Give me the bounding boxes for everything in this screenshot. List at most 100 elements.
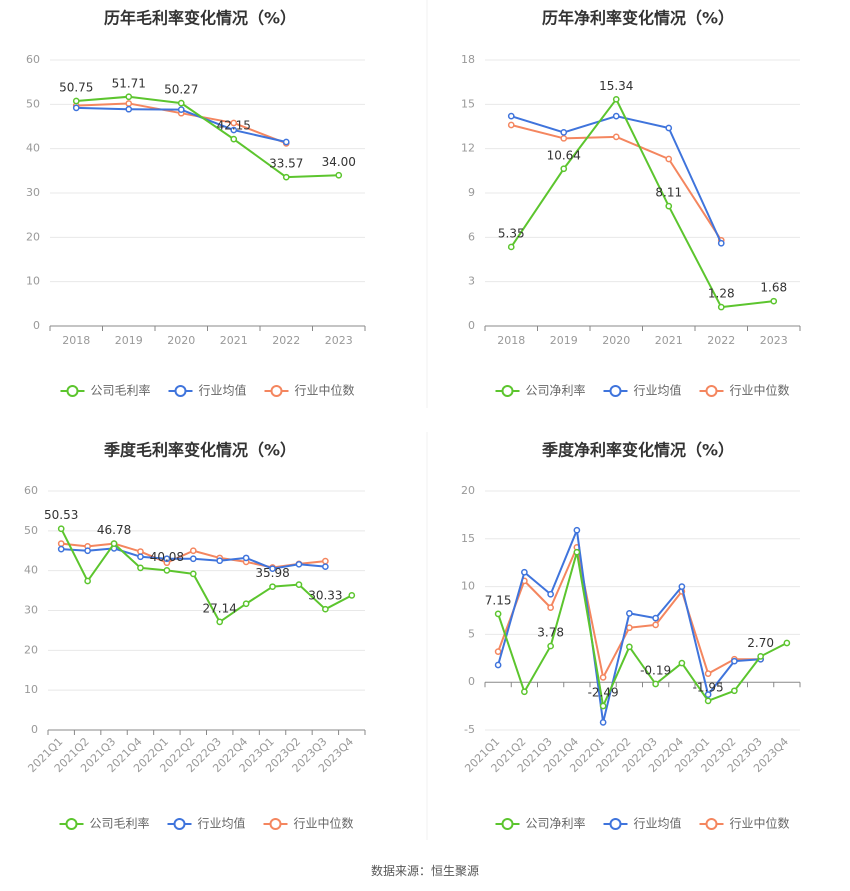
data-point [521,688,528,696]
legend-label: 公司净利率 [526,383,586,398]
data-point [717,303,725,311]
y-tick-label: 6 [468,230,475,243]
legend-marker [269,818,282,830]
series-company [507,95,778,311]
x-tick-label: 2019 [115,334,143,347]
data-point [216,557,224,565]
data-point [110,540,118,548]
legend-item-company: 公司净利率 [495,383,586,398]
data-label: 33.57 [269,157,303,171]
series-line [497,551,788,708]
data-point [547,604,554,611]
data-label: 7.15 [485,593,512,607]
y-tick-label: 20 [24,643,38,656]
annual-net-chart: 历年净利率变化情况（%） 0 3 6 9 12 15 18 2018 2019 2020 2021 20… [461,9,801,398]
legend-item-company: 公司毛利率 [59,816,150,831]
data-point [521,568,528,576]
y-tick-label: 12 [461,142,475,155]
data-point [230,135,238,143]
y-tick-label: 20 [26,230,40,243]
data-label: 34.00 [322,155,356,169]
data-point [177,99,185,107]
data-point [57,525,65,533]
data-point [163,555,171,563]
x-tick-label: 2021 [655,334,683,347]
series-mean [507,112,725,247]
data-point [560,134,568,142]
x-tick-label: 2023 [760,334,788,347]
y-tick-label: 15 [461,97,475,110]
data-point [731,657,738,665]
data-point [137,548,144,555]
data-point [348,592,356,599]
y-tick-label: 0 [468,319,475,332]
annual-gross-chart: 历年毛利率变化情况（%） 0 10 20 30 40 50 60 2018 2019 2020 202… [26,9,366,398]
data-point [242,600,250,608]
data-point [322,563,329,571]
data-point [494,661,502,669]
data-point [507,121,515,129]
data-point [163,566,171,574]
data-label: 3.78 [537,626,564,640]
y-tick-label: 30 [26,186,40,199]
legend-marker [705,818,718,830]
series-line [60,528,353,623]
series-company [57,525,356,626]
y-tick-label: 50 [26,97,40,110]
legend-label: 行业中位数 [730,816,790,831]
data-point [599,674,607,681]
data-label: 27.14 [203,601,237,615]
data-point [72,104,80,112]
data-point [599,702,607,710]
data-label: -2.49 [588,686,619,700]
data-point [322,605,329,613]
data-point [125,100,133,107]
x-tick-label: 2018 [62,334,90,347]
series-company [494,548,791,710]
y-tick-label: 18 [461,53,475,66]
data-point [269,583,276,591]
data-point [57,545,65,553]
quarterly-gross-chart: 季度毛利率变化情况（%）01020304050602021Q12021Q2202… [24,441,366,831]
data-point [573,548,581,556]
data-point [704,670,712,677]
legend: 公司净利率 行业均值 行业中位数 [495,383,790,398]
legend-marker [270,385,283,397]
data-point [189,555,197,563]
data-point [547,642,554,650]
data-point [230,119,238,127]
data-point [295,581,303,588]
data-point [125,105,133,113]
legend-label: 行业中位数 [730,383,790,398]
data-point [216,618,224,626]
legend-item-mean: 行业均值 [603,816,682,831]
data-point [547,590,554,598]
data-point [717,239,725,247]
data-point [189,570,197,578]
data-point [137,564,144,572]
y-tick-label: 40 [24,564,38,577]
data-point [626,643,633,651]
data-point [665,124,673,132]
legend-label: 行业均值 [198,816,246,831]
y-tick-label: 0 [468,675,475,688]
data-point [494,610,502,618]
data-label: 1.68 [760,281,787,295]
x-tick-label: 2021 [220,334,248,347]
y-tick-label: 0 [31,723,38,736]
legend-marker [66,385,79,397]
legend-label: 行业均值 [634,816,682,831]
legend: 公司净利率 行业均值 行业中位数 [495,816,790,831]
data-point [573,526,581,534]
data-point [269,565,276,573]
data-point [678,583,686,590]
y-tick-label: 3 [468,275,475,288]
legend-marker [609,385,622,397]
data-point [335,171,343,179]
data-point [57,540,65,547]
data-point [652,680,659,688]
data-point [731,687,738,695]
data-label: 15.34 [599,79,633,93]
legend-marker [609,818,622,830]
data-point [704,697,712,705]
